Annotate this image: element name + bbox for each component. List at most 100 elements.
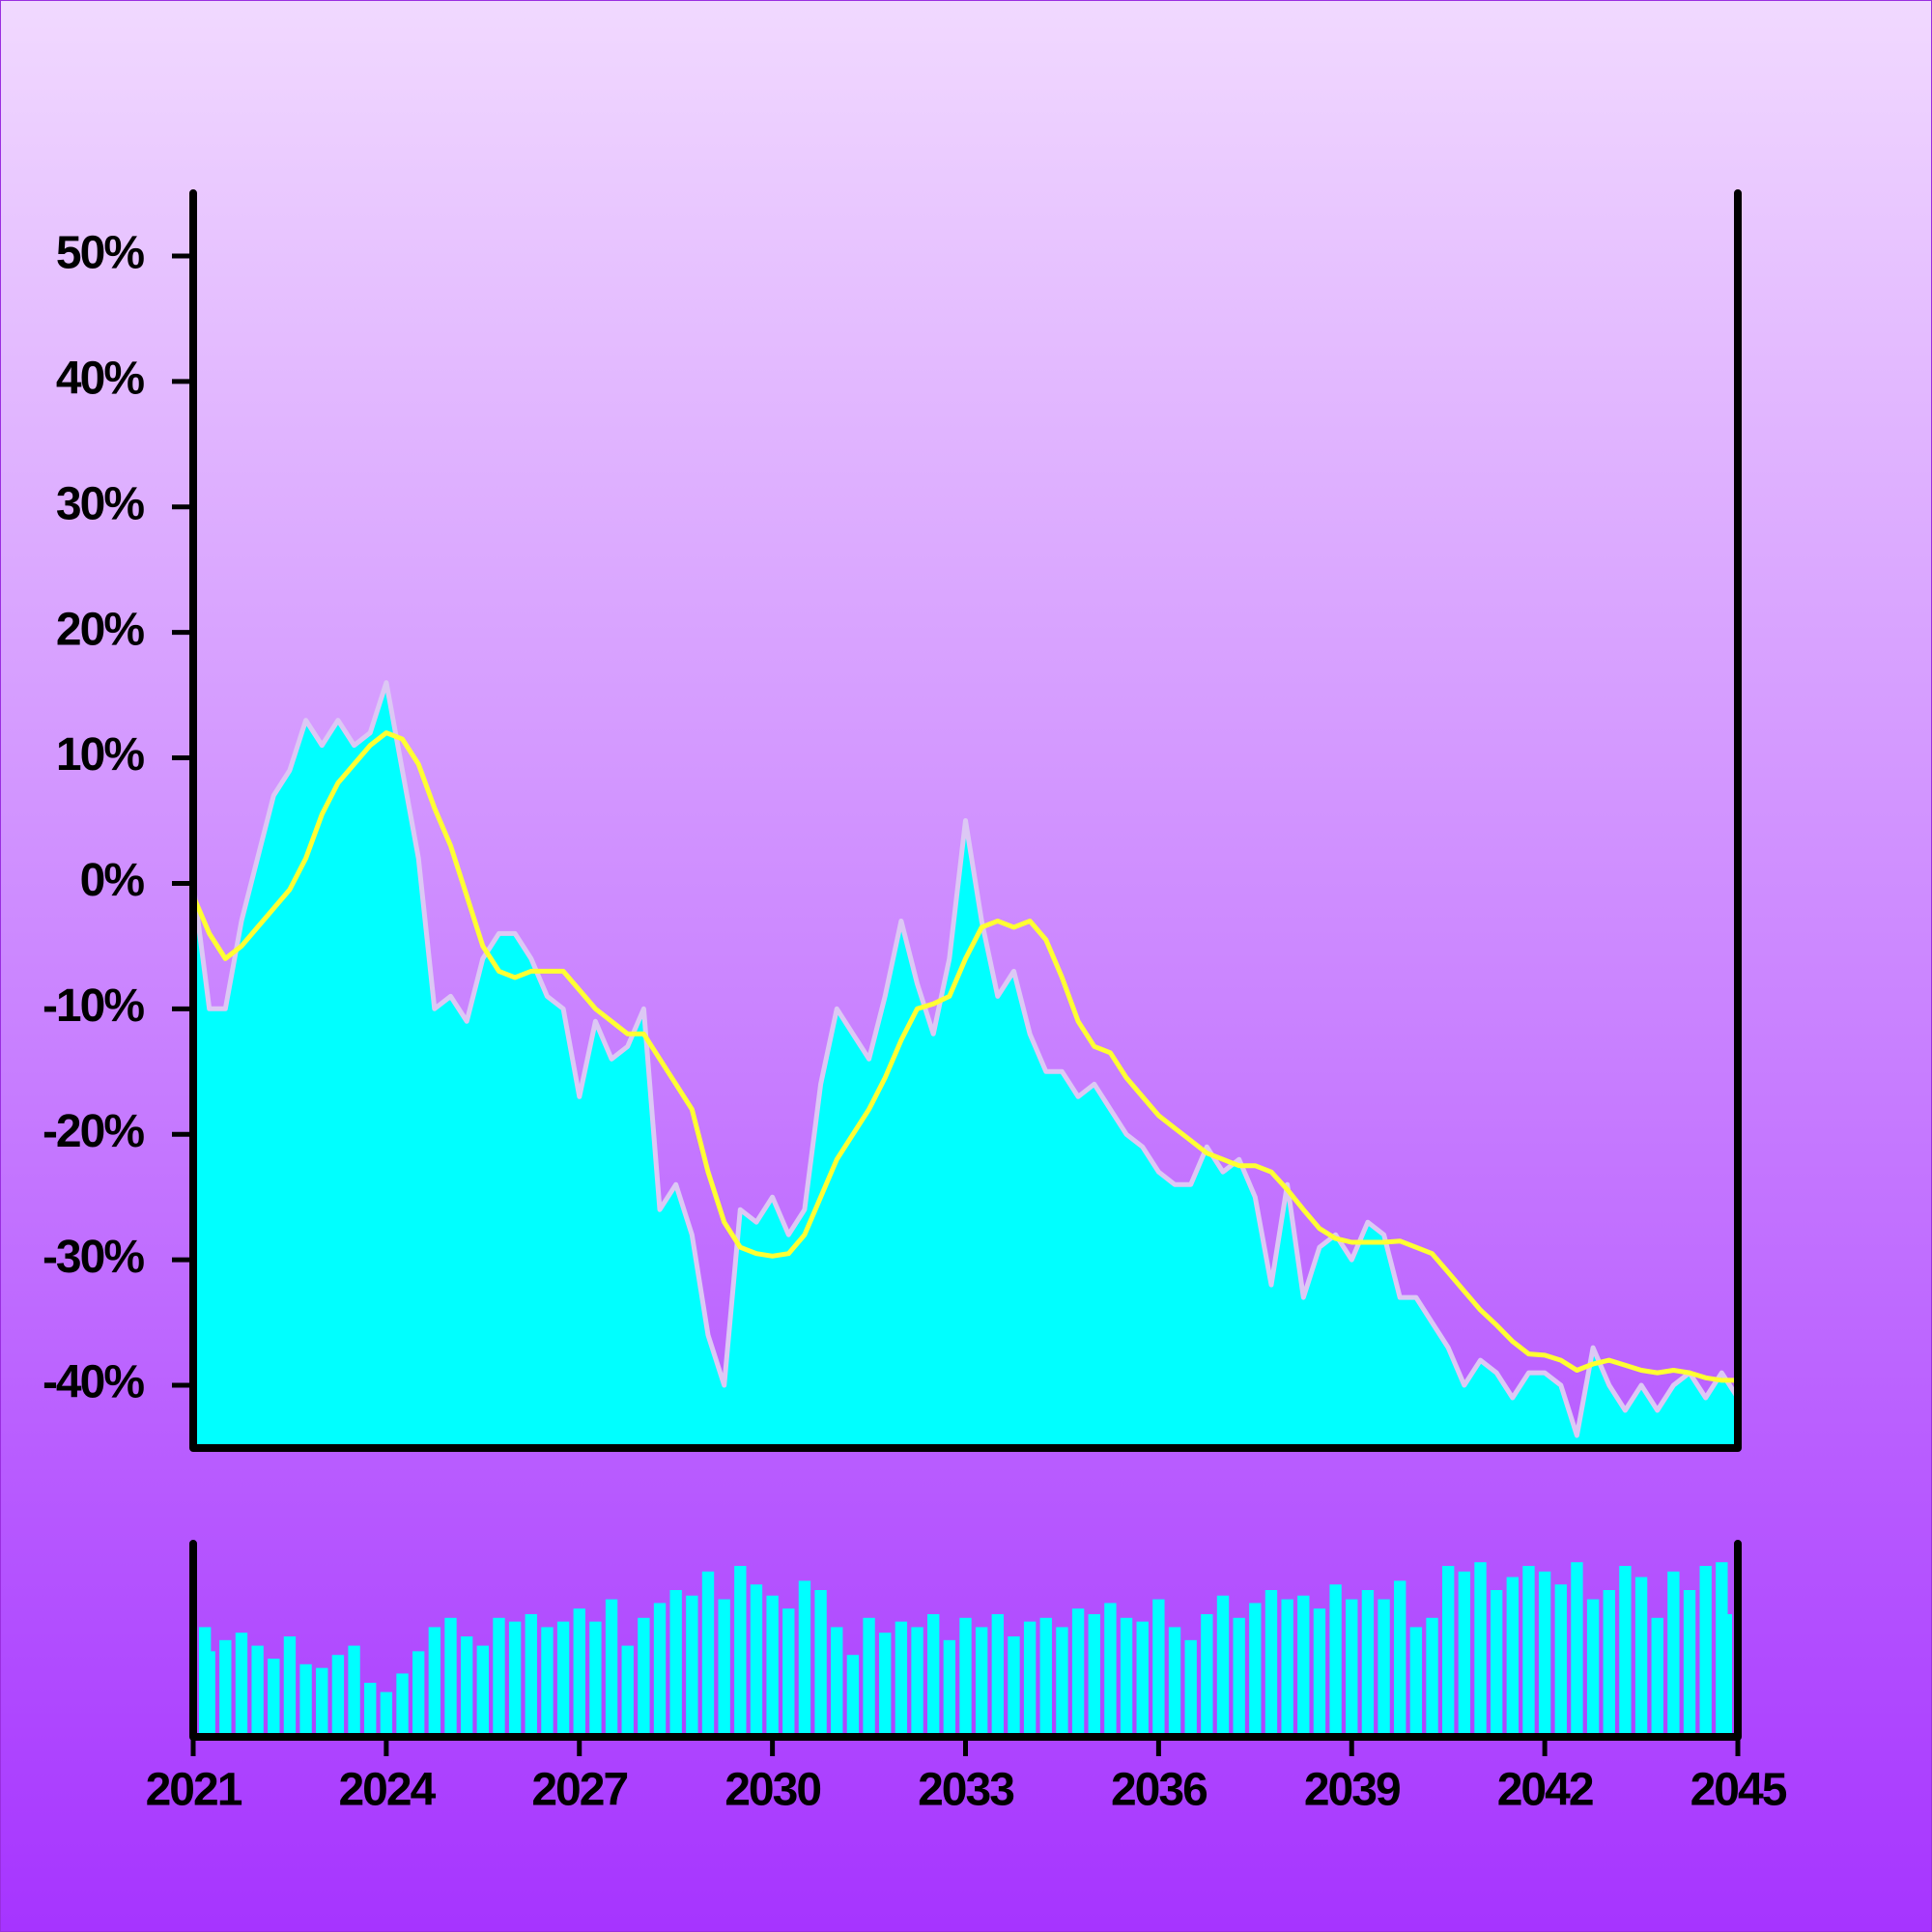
- volume-bar: [750, 1584, 763, 1737]
- volume-bar: [1216, 1595, 1230, 1737]
- volume-bar: [380, 1691, 393, 1737]
- volume-bar: [718, 1599, 730, 1737]
- volume-bar: [1586, 1599, 1600, 1737]
- volume-bar: [1136, 1621, 1149, 1737]
- volume-bar: [1281, 1599, 1293, 1737]
- x-tick-label: 2036: [1111, 1765, 1207, 1816]
- volume-bar: [476, 1645, 489, 1737]
- volume-bar: [1651, 1617, 1663, 1737]
- y-tick-label: 40%: [56, 354, 144, 405]
- volume-bar: [1409, 1627, 1423, 1737]
- moving-average-line: [190, 730, 1738, 1383]
- volume-bar: [1008, 1636, 1020, 1737]
- volume-bar: [1201, 1613, 1213, 1737]
- volume-bar: [283, 1636, 297, 1737]
- volume-bar: [541, 1627, 554, 1737]
- volume-bar: [1683, 1590, 1696, 1737]
- volume-bar: [621, 1645, 634, 1737]
- volume-bar: [331, 1655, 345, 1737]
- x-tick-label: 2033: [918, 1765, 1013, 1816]
- volume-bar: [1378, 1599, 1390, 1737]
- x-tick-label: 2045: [1690, 1765, 1787, 1816]
- volume-bar: [573, 1608, 585, 1737]
- volume-bar: [1474, 1562, 1487, 1737]
- volume-bar: [991, 1613, 1004, 1737]
- y-tick-label: 30%: [56, 478, 144, 529]
- volume-bar: [1426, 1617, 1438, 1737]
- volume-bar: [364, 1683, 377, 1737]
- volume-bar: [1603, 1590, 1615, 1737]
- y-tick-label: -20%: [43, 1106, 144, 1157]
- volume-bar: [975, 1627, 988, 1737]
- volume-bar: [1120, 1617, 1133, 1737]
- axis-frame: [189, 189, 1742, 1452]
- x-tick-label: 2039: [1304, 1765, 1400, 1816]
- volume-bar: [460, 1636, 473, 1737]
- volume-bar: [589, 1621, 602, 1737]
- y-tick-label: 10%: [56, 729, 144, 781]
- volume-bar: [846, 1655, 860, 1737]
- y-tick-label: -40%: [43, 1357, 144, 1408]
- volume-bar: [1490, 1590, 1503, 1737]
- volume-bar: [1634, 1577, 1648, 1737]
- x-tick-label: 2030: [724, 1765, 820, 1816]
- volume-bar: [1719, 1613, 1732, 1737]
- volume-bar: [1538, 1571, 1551, 1737]
- y-tick-label: 20%: [56, 604, 144, 655]
- y-tick-label: 0%: [80, 855, 145, 906]
- volume-bar: [235, 1633, 248, 1737]
- x-tick-label: 2042: [1497, 1765, 1593, 1816]
- volume-bar: [798, 1580, 811, 1737]
- volume-bar: [927, 1613, 940, 1737]
- volume-bar: [638, 1617, 650, 1737]
- volume-bar: [653, 1603, 667, 1737]
- volume-bar: [1667, 1571, 1680, 1737]
- volume-bar: [428, 1627, 441, 1737]
- volume-bar: [556, 1621, 570, 1737]
- volume-bar: [508, 1621, 522, 1737]
- volume-bar: [1329, 1584, 1342, 1737]
- volume-bar: [1442, 1566, 1455, 1737]
- volume-bar: [412, 1651, 425, 1737]
- volume-bar: [605, 1599, 618, 1737]
- volume-bar: [686, 1595, 698, 1737]
- volume-bar: [1184, 1639, 1197, 1737]
- volume-bar: [268, 1659, 280, 1737]
- volume-bar: [1699, 1566, 1712, 1737]
- volume-bar: [203, 1651, 215, 1737]
- volume-bar: [1458, 1571, 1471, 1737]
- volume-bar: [1571, 1562, 1583, 1737]
- volume-bar: [1264, 1590, 1278, 1737]
- volume-bar: [831, 1627, 843, 1737]
- volume-bar: [701, 1571, 715, 1737]
- volume-bar: [251, 1645, 264, 1737]
- area-outline: [190, 680, 1741, 1438]
- volume-bar: [1071, 1608, 1085, 1737]
- volume-bar: [782, 1608, 795, 1737]
- volume-bar: [1039, 1617, 1052, 1737]
- volume-bar: [1152, 1599, 1165, 1737]
- volume-bar: [444, 1617, 457, 1737]
- volume-bar: [1619, 1566, 1632, 1737]
- volume-bar: [959, 1617, 972, 1737]
- volume-bar: [396, 1673, 409, 1737]
- area: [193, 682, 1738, 1448]
- volume-bar: [1233, 1617, 1245, 1737]
- volume-bar: [1297, 1595, 1310, 1737]
- volume-bar: [219, 1639, 232, 1737]
- volume-bar: [814, 1590, 827, 1737]
- volume-bar: [1104, 1603, 1117, 1737]
- x-tick-label: 2024: [338, 1765, 436, 1816]
- volume-bar: [1313, 1608, 1326, 1737]
- volume-bar: [316, 1667, 328, 1737]
- volume-bar: [669, 1590, 682, 1737]
- volume-bar: [348, 1645, 360, 1737]
- y-tick-label: -10%: [43, 980, 144, 1032]
- volume-bar: [1361, 1590, 1375, 1737]
- volume-bar: [1346, 1599, 1358, 1737]
- y-tick-label: 50%: [56, 228, 144, 279]
- volume-bar: [299, 1663, 312, 1737]
- volume-bar: [911, 1627, 923, 1737]
